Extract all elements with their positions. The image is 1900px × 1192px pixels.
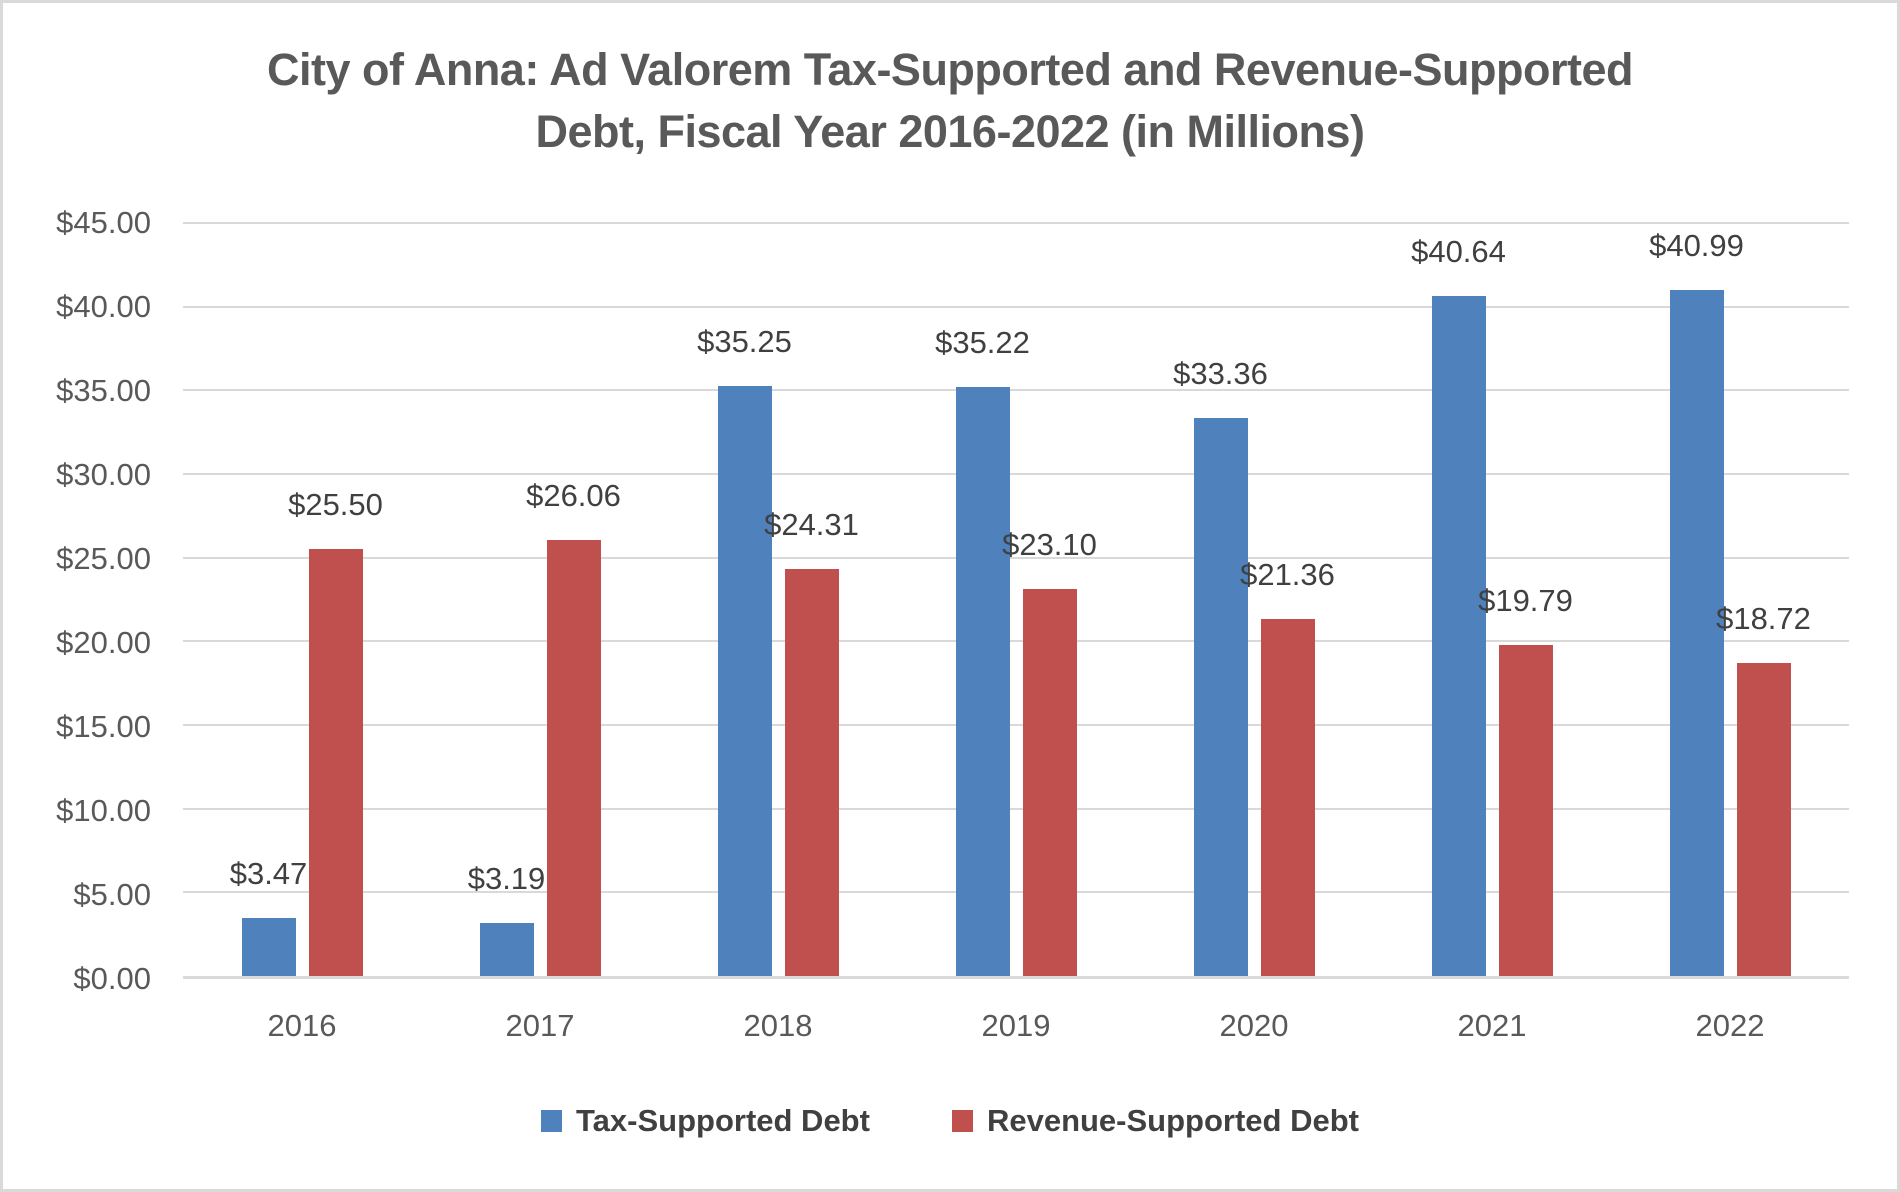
bar: $3.47 <box>230 856 307 976</box>
bar: $21.36 <box>1240 557 1335 976</box>
gridline <box>183 473 1849 476</box>
tax-supported-debt-swatch-icon <box>541 1110 563 1132</box>
legend-item-tax-supported-debt: Tax-Supported Debt <box>541 1103 870 1139</box>
x-tick-label: 2019 <box>981 1008 1051 1043</box>
x-tick-label: 2022 <box>1695 1008 1765 1043</box>
bar-value-label: $25.50 <box>288 487 383 523</box>
bar: $26.06 <box>526 478 621 976</box>
chart-title-line-1: City of Anna: Ad Valorem Tax-Supported a… <box>267 44 1633 95</box>
gridline <box>183 305 1849 308</box>
legend-label-revenue-supported-debt: Revenue-Supported Debt <box>986 1103 1359 1138</box>
bar-value-label: $3.47 <box>229 855 308 891</box>
gridline <box>183 222 1849 224</box>
bar-value-label: $40.99 <box>1649 228 1744 264</box>
bar-value-label: $35.25 <box>697 324 792 360</box>
bar: $18.72 <box>1716 601 1811 976</box>
x-axis: 2016 2017 2018 2019 2020 2021 2022 <box>183 1007 1849 1045</box>
bar: $40.99 <box>1649 228 1744 976</box>
y-tick-label: $10.00 <box>56 793 151 829</box>
y-tick-label: $15.00 <box>56 709 151 745</box>
x-tick-label: 2016 <box>267 1008 337 1043</box>
y-tick-label: $20.00 <box>56 625 151 661</box>
chart-title: City of Anna: Ad Valorem Tax-Supported a… <box>3 39 1897 163</box>
bar-value-label: $23.10 <box>1002 527 1097 563</box>
bar-group-2018: $35.25 $24.31 <box>659 223 897 976</box>
bar-value-label: $33.36 <box>1173 355 1268 391</box>
bar: $33.36 <box>1173 356 1268 976</box>
bar: $35.22 <box>935 325 1030 976</box>
bar: $24.31 <box>764 507 859 976</box>
x-tick-label: 2020 <box>1219 1008 1289 1043</box>
gridline <box>183 556 1849 559</box>
bar-value-label: $18.72 <box>1716 600 1811 636</box>
y-tick-label: $30.00 <box>56 457 151 493</box>
bar-group-2017: $3.19 $26.06 <box>421 223 659 976</box>
x-tick-label: 2021 <box>1457 1008 1527 1043</box>
bar-group-2020: $33.36 $21.36 <box>1135 223 1373 976</box>
revenue-supported-debt-swatch-icon <box>951 1110 973 1132</box>
bar: $3.19 <box>468 861 545 976</box>
bar: $23.10 <box>1002 527 1097 976</box>
legend-label-tax-supported-debt: Tax-Supported Debt <box>576 1103 870 1138</box>
gridline <box>183 891 1849 894</box>
bar-group-2021: $40.64 $19.79 <box>1373 223 1611 976</box>
y-axis: $0.00 $5.00 $10.00 $15.00 $20.00 $25.00 $30.00… <box>21 205 151 996</box>
bar-value-label: $21.36 <box>1240 556 1335 592</box>
x-tick-label: 2017 <box>505 1008 575 1043</box>
bar-group-2022: $40.99 $18.72 <box>1611 223 1849 976</box>
y-tick-label: $45.00 <box>56 205 151 240</box>
bar-value-label: $40.64 <box>1411 233 1506 269</box>
bar-value-label: $19.79 <box>1478 582 1573 618</box>
y-tick-label: $5.00 <box>73 877 151 913</box>
y-tick-label: $40.00 <box>56 289 151 325</box>
legend: Tax-Supported Debt Revenue-Supported Deb… <box>3 1103 1897 1139</box>
gridline <box>183 389 1849 392</box>
bar-groups: $3.47 $25.50 $3.19 $26.06 $35.25 $24.31 $35.22… <box>183 223 1849 976</box>
x-tick-label: 2018 <box>743 1008 813 1043</box>
y-tick-label: $25.00 <box>56 541 151 576</box>
bar: $19.79 <box>1478 583 1573 976</box>
bar-value-label: $26.06 <box>526 477 621 513</box>
plot-area: $3.47 $25.50 $3.19 $26.06 $35.25 $24.31 $35.22… <box>183 222 1849 979</box>
bar-value-label: $24.31 <box>764 507 859 543</box>
legend-item-revenue-supported-debt: Revenue-Supported Debt <box>951 1103 1359 1139</box>
gridline <box>183 640 1849 643</box>
bar-group-2019: $35.22 $23.10 <box>897 223 1135 976</box>
y-tick-label: $0.00 <box>73 961 151 996</box>
chart-title-line-2: Debt, Fiscal Year 2016-2022 (in Millions… <box>535 106 1365 157</box>
bar-group-2016: $3.47 $25.50 <box>183 223 421 976</box>
bar: $35.25 <box>697 324 792 976</box>
bar: $40.64 <box>1411 234 1506 976</box>
bar-value-label: $35.22 <box>935 324 1030 360</box>
gridline <box>183 724 1849 727</box>
gridline <box>183 807 1849 810</box>
bar: $25.50 <box>288 487 383 976</box>
bar-value-label: $3.19 <box>467 860 546 896</box>
y-tick-label: $35.00 <box>56 373 151 408</box>
